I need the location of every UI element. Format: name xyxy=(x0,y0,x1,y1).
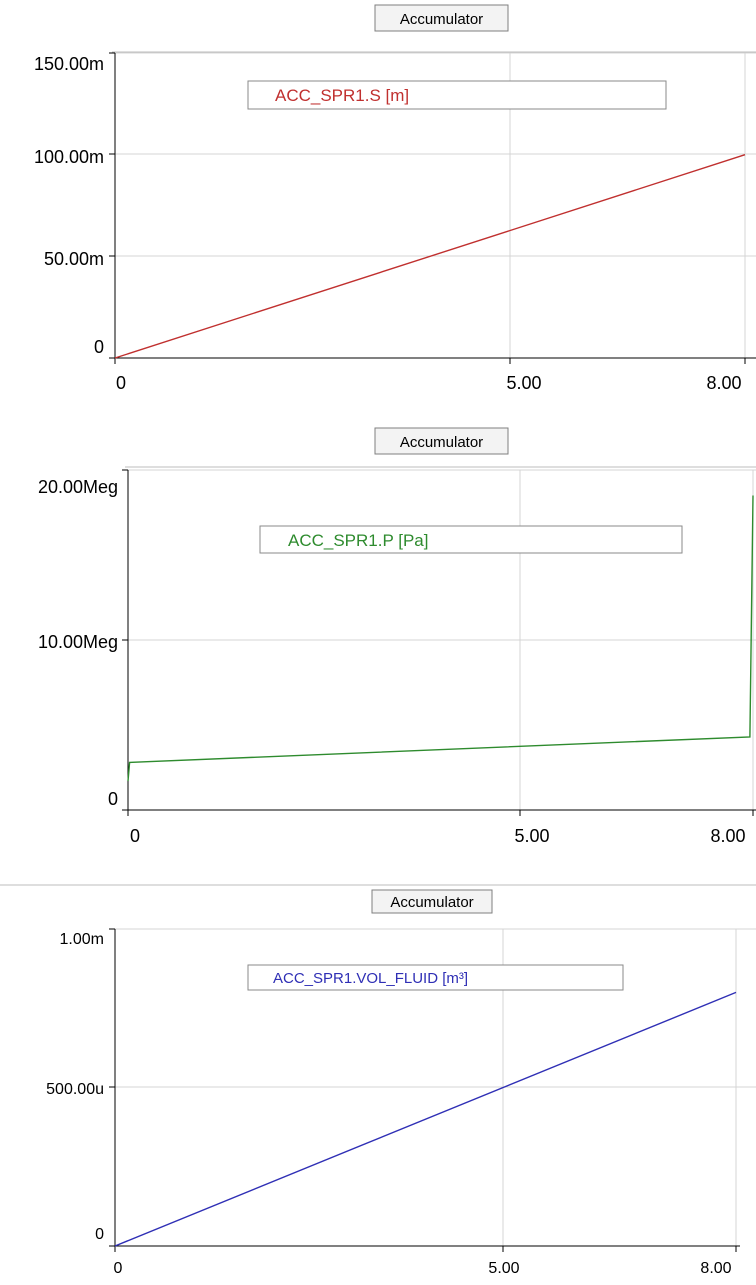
panel-3-xtick-label-8: 8.00 xyxy=(700,1260,731,1277)
panel-1-legend-text: ACC_SPR1.S [m] xyxy=(275,86,409,105)
panel-2-xtick-label-5: 5.00 xyxy=(514,826,549,846)
chart-panel-1: Accumulator 150.00m 100.00m 50.00m 0 xyxy=(34,4,756,393)
panel-3-axes xyxy=(109,928,740,1252)
panel-2-legend: ACC_SPR1.P [Pa] xyxy=(259,525,683,554)
panel-1-series-line xyxy=(114,154,746,359)
panel-1-legend: ACC_SPR1.S [m] xyxy=(247,80,667,110)
panel-2-legend-box xyxy=(259,525,683,554)
panel-3-title-text: Accumulator xyxy=(390,894,473,911)
panel-1-ytick-label-150m: 150.00m xyxy=(34,54,104,74)
panel-2-ytick-label-10meg: 10.00Meg xyxy=(38,632,118,652)
chart-panel-3: Accumulator 1.00m 500.00u 0 0 5.00 8.00 xyxy=(0,884,756,1277)
panel-3-y-tick-labels: 1.00m 500.00u 0 xyxy=(46,931,104,1243)
panel-1-x-tick-labels: 0 5.00 8.00 xyxy=(116,373,742,393)
panel-3-series-line xyxy=(114,991,737,1247)
panel-3-legend: ACC_SPR1.VOL_FLUID [m³] xyxy=(247,964,624,991)
panel-1-y-tick-labels: 150.00m 100.00m 50.00m 0 xyxy=(34,54,104,357)
panel-1-title-box xyxy=(374,4,509,32)
panel-1-xtick-label-8: 8.00 xyxy=(706,373,741,393)
panel-3-legend-box xyxy=(247,964,624,991)
panel-2-ytick-label-0: 0 xyxy=(108,789,118,809)
panel-1-title: Accumulator xyxy=(374,4,509,32)
chart-panel-2: Accumulator 20.00Meg 10.00Meg 0 0 5.00 8 xyxy=(38,427,756,846)
panel-3-xtick-label-5: 5.00 xyxy=(488,1260,519,1277)
panel-3-xtick-label-0: 0 xyxy=(114,1260,123,1277)
panel-2-title-text: Accumulator xyxy=(400,434,483,451)
panel-1-ytick-label-0: 0 xyxy=(94,337,104,357)
panel-2-xtick-label-8: 8.00 xyxy=(710,826,745,846)
panel-2-x-tick-labels: 0 5.00 8.00 xyxy=(130,826,746,846)
panel-1-ytick-label-100m: 100.00m xyxy=(34,147,104,167)
panel-1-legend-box xyxy=(247,80,667,110)
panel-3-ytick-label-500u: 500.00u xyxy=(46,1081,104,1098)
panel-3-ytick-label-1m: 1.00m xyxy=(60,931,104,948)
panel-2-xtick-label-0: 0 xyxy=(130,826,140,846)
panel-1-axes xyxy=(109,52,756,364)
panel-3-title-box xyxy=(371,889,493,914)
panel-2-title: Accumulator xyxy=(374,427,509,455)
panel-3-legend-text: ACC_SPR1.VOL_FLUID [m³] xyxy=(273,970,468,987)
panel-1-xtick-label-5: 5.00 xyxy=(506,373,541,393)
panel-1-ytick-label-50m: 50.00m xyxy=(44,249,104,269)
panel-3-ytick-label-0: 0 xyxy=(95,1226,104,1243)
panel-2-series-line xyxy=(127,495,754,782)
panel-1-title-text: Accumulator xyxy=(400,11,483,28)
panel-1-xtick-label-0: 0 xyxy=(116,373,126,393)
panel-3-x-tick-labels: 0 5.00 8.00 xyxy=(114,1260,732,1277)
panel-3-title: Accumulator xyxy=(371,889,493,914)
panel-2-title-box xyxy=(374,427,509,455)
panel-2-legend-text: ACC_SPR1.P [Pa] xyxy=(288,531,428,550)
panel-2-y-tick-labels: 20.00Meg 10.00Meg 0 xyxy=(38,477,118,809)
panel-2-axes xyxy=(122,469,756,816)
panel-2-ytick-label-20meg: 20.00Meg xyxy=(38,477,118,497)
